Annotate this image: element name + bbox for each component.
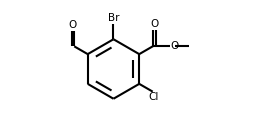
Text: Cl: Cl (148, 92, 158, 102)
Text: Br: Br (108, 13, 119, 23)
Text: O: O (170, 41, 178, 51)
Text: O: O (151, 19, 159, 29)
Text: O: O (69, 20, 77, 30)
